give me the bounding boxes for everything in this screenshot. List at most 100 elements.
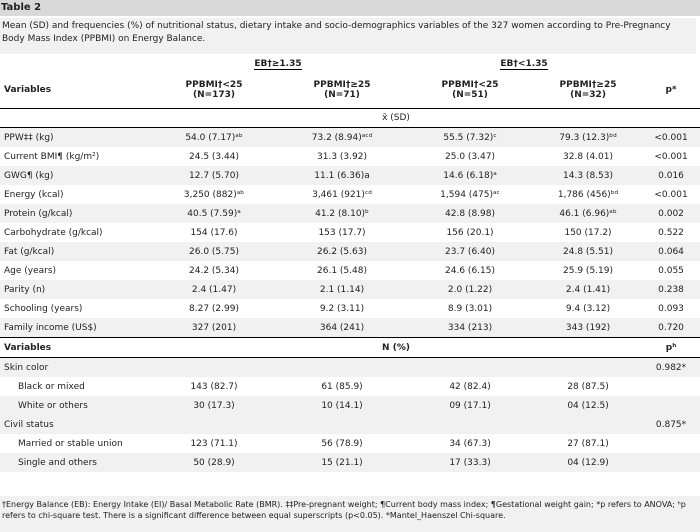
cell-value: 150 (17.2) bbox=[564, 227, 612, 238]
p-value: 0.238 bbox=[658, 284, 684, 295]
mean-sd-subheader: x̄ (SD) bbox=[150, 108, 643, 128]
cell-value: 55.5 (7.32)ᶜ bbox=[443, 132, 497, 143]
cell-value: 327 (201) bbox=[150, 318, 278, 338]
cell-value: 153 (17.7) bbox=[318, 227, 366, 238]
categorical-variables-header: Variables bbox=[0, 337, 150, 358]
cell-value: 28 (87.5) bbox=[567, 381, 609, 392]
categorical-p-header: pʰ bbox=[642, 337, 700, 358]
cell-value: 2.4 (1.47) bbox=[191, 284, 237, 295]
cell-value: 8.9 (3.01) bbox=[447, 303, 493, 314]
row-label: Schooling (years) bbox=[4, 303, 83, 314]
p-value: 0.093 bbox=[658, 303, 684, 314]
cell-value: 73.2 (8.94)ᵃᶜᵈ bbox=[311, 132, 373, 143]
cell-value: 56 (78.9) bbox=[321, 438, 363, 449]
empty-cell bbox=[406, 415, 534, 434]
col2-n: (N=71) bbox=[324, 90, 360, 100]
category-p-value: 0.982* bbox=[655, 362, 687, 373]
table-row: Current BMI¶ (kg/m²) 24.5 (3.44) 31.3 (3.9… bbox=[0, 147, 700, 166]
cell-value: 12.7 (5.70) bbox=[189, 170, 239, 181]
cell-value: 14.6 (6.18)ᵃ bbox=[443, 170, 497, 181]
cell-value: 2.4 (1.41) bbox=[565, 284, 611, 295]
cell-value: 156 (20.1) bbox=[446, 227, 494, 238]
group-eb-low-label: EB†<1.35 bbox=[500, 58, 548, 70]
empty-cell bbox=[278, 358, 406, 378]
cell-value: 26.2 (5.63) bbox=[317, 246, 367, 257]
empty-cell bbox=[150, 415, 278, 434]
header-spacer bbox=[0, 55, 150, 72]
cell-value: 26.1 (5.48) bbox=[317, 265, 367, 276]
row-label: Black or mixed bbox=[18, 381, 85, 392]
table-footnote: †Energy Balance (EB): Energy Intake (EI)… bbox=[0, 496, 700, 532]
cell-value: 40.5 (7.59)ᵃ bbox=[187, 208, 241, 219]
cell-value: 1,786 (456)ᵇᵈ bbox=[557, 189, 619, 200]
empty-cell bbox=[642, 377, 700, 396]
category-p-value: 0.875* bbox=[655, 419, 687, 430]
table-row: GWG¶ (kg) 12.7 (5.70) 11.1 (6.36)a 14.6 (6.… bbox=[0, 166, 700, 185]
cell-value: 2.1 (1.14) bbox=[319, 284, 365, 295]
table-row: Black or mixed 143 (82.7) 61 (85.9) 42 (82.… bbox=[0, 377, 700, 396]
header-spacer bbox=[642, 55, 700, 72]
col1-n: (N=173) bbox=[192, 90, 236, 100]
continuous-rows: PPW‡‡ (kg) 54.0 (7.17)ᵃᵇ 73.2 (8.94)ᵃᶜᵈ 55.… bbox=[0, 127, 700, 338]
row-label: Married or stable union bbox=[18, 438, 123, 449]
table-row: Married or stable union 123 (71.1) 56 (78.… bbox=[0, 434, 700, 453]
cell-value: 61 (85.9) bbox=[321, 381, 363, 392]
table-row: PPW‡‡ (kg) 54.0 (7.17)ᵃᵇ 73.2 (8.94)ᵃᶜᵈ 55.… bbox=[0, 127, 700, 147]
cell-value: 26.0 (5.75) bbox=[189, 246, 239, 257]
cell-value: 15 (21.1) bbox=[321, 457, 363, 468]
variables-header: Variables bbox=[0, 72, 150, 109]
row-label: Single and others bbox=[18, 457, 97, 468]
row-label: Energy (kcal) bbox=[4, 189, 64, 200]
table-row: Parity (n) 2.4 (1.47) 2.1 (1.14) 2.0 (1.22)… bbox=[0, 280, 700, 299]
table-row: Family income (US$) 327 (201) 364 (241) 334… bbox=[0, 318, 700, 338]
p-value: <0.001 bbox=[654, 151, 688, 162]
p-value: <0.001 bbox=[654, 132, 688, 143]
p-value: <0.001 bbox=[654, 189, 688, 200]
row-label: White or others bbox=[18, 400, 88, 411]
empty-cell bbox=[642, 453, 700, 472]
cell-value: 25.9 (5.19) bbox=[563, 265, 613, 276]
cell-value: 42.8 (8.98) bbox=[445, 208, 495, 219]
p-value: 0.720 bbox=[642, 318, 700, 338]
p-value: 0.522 bbox=[658, 227, 684, 238]
n-percent-header: N (%) bbox=[150, 337, 643, 358]
row-label: Fat (g/kcal) bbox=[4, 246, 55, 257]
cell-value: 31.3 (3.92) bbox=[317, 151, 367, 162]
cell-value: 41.2 (8.10)ᵇ bbox=[315, 208, 369, 219]
col1-header: PPBMI†<25 (N=173) bbox=[150, 72, 278, 109]
cell-value: 17 (33.3) bbox=[449, 457, 491, 468]
p-value: 0.055 bbox=[658, 265, 684, 276]
cell-value: 364 (241) bbox=[278, 318, 407, 338]
category-label: Skin color bbox=[4, 362, 49, 373]
col2-header: PPBMI†≥25 (N=71) bbox=[278, 72, 407, 109]
empty-cell bbox=[642, 434, 700, 453]
cell-value: 23.7 (6.40) bbox=[445, 246, 495, 257]
cell-value: 154 (17.6) bbox=[190, 227, 238, 238]
cell-value: 32.8 (4.01) bbox=[563, 151, 613, 162]
row-label: Protein (g/kcal) bbox=[4, 208, 73, 219]
category-label: Civil status bbox=[4, 419, 54, 430]
table-row: Single and others 50 (28.9) 15 (21.1) 17 (3… bbox=[0, 453, 700, 472]
empty-cell bbox=[278, 415, 406, 434]
table-caption: Mean (SD) and frequencies (%) of nutriti… bbox=[0, 18, 696, 54]
col3-header: PPBMI†<25 (N=51) bbox=[406, 72, 535, 109]
cell-value: 24.6 (6.15) bbox=[445, 265, 495, 276]
cell-value: 04 (12.5) bbox=[567, 400, 609, 411]
cell-value: 54.0 (7.17)ᵃᵇ bbox=[185, 132, 243, 143]
group-eb-high-label: EB†≥1.35 bbox=[254, 58, 302, 70]
cell-value: 25.0 (3.47) bbox=[445, 151, 495, 162]
cell-value: 34 (67.3) bbox=[449, 438, 491, 449]
table-row: White or others 30 (17.3) 10 (14.1) 09 (17.… bbox=[0, 396, 700, 415]
cell-value: 09 (17.1) bbox=[449, 400, 491, 411]
cell-value: 8.27 (2.99) bbox=[189, 303, 239, 314]
empty-cell bbox=[406, 358, 534, 378]
table-row: Protein (g/kcal) 40.5 (7.59)ᵃ 41.2 (8.10)ᵇ… bbox=[0, 204, 700, 223]
empty-cell bbox=[534, 415, 642, 434]
cell-value: 343 (192) bbox=[534, 318, 643, 338]
row-label: GWG¶ (kg) bbox=[4, 170, 54, 181]
empty-cell bbox=[642, 396, 700, 415]
cell-value: 3,250 (882)ᵃᵇ bbox=[183, 189, 245, 200]
cell-value: 10 (14.1) bbox=[321, 400, 363, 411]
cell-value: 24.2 (5.34) bbox=[189, 265, 239, 276]
cell-value: 14.3 (8.53) bbox=[563, 170, 613, 181]
